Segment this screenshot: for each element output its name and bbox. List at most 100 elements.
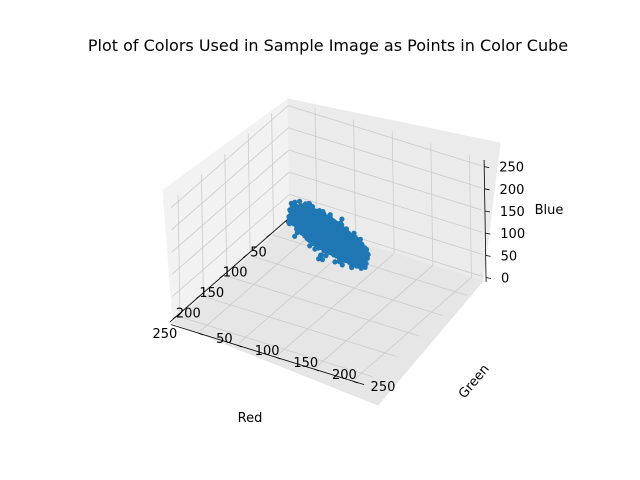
y-tick xyxy=(352,380,358,384)
y-tick xyxy=(313,368,320,372)
data-point xyxy=(353,246,360,252)
data-point xyxy=(292,233,298,239)
x-tick xyxy=(196,295,201,299)
grid-red-left xyxy=(224,154,228,277)
grid-red-left xyxy=(271,113,275,236)
chart-title: Plot of Colors Used in Sample Image as P… xyxy=(88,36,568,55)
data-point xyxy=(332,259,338,265)
grid-green-floor xyxy=(276,253,395,356)
data-point xyxy=(297,221,303,228)
data-point xyxy=(319,245,325,251)
z-tick-label: 150 xyxy=(500,205,525,220)
y-axis-line xyxy=(171,324,365,386)
grid-green-back xyxy=(430,143,434,266)
grid-green-floor xyxy=(199,229,318,332)
data-point xyxy=(349,264,355,271)
data-point xyxy=(339,246,345,252)
data-point xyxy=(286,221,292,227)
z-tick-label: 0 xyxy=(501,272,509,287)
data-point xyxy=(298,211,304,217)
grid-red-left xyxy=(247,133,251,256)
grid-blue-back xyxy=(289,193,483,255)
y-tick-label: 200 xyxy=(332,368,357,383)
x-tick-label: 150 xyxy=(199,286,224,301)
grid-lines xyxy=(170,105,484,380)
data-point xyxy=(303,230,309,236)
y-tick xyxy=(236,344,242,348)
data-point xyxy=(329,245,335,251)
data-point xyxy=(323,253,329,259)
grid-blue-left xyxy=(171,149,290,253)
scatter-points xyxy=(285,198,371,271)
grid-blue-left xyxy=(172,216,291,319)
z-axis-line xyxy=(483,159,487,282)
data-point xyxy=(311,225,317,231)
data-point xyxy=(338,240,344,246)
grid-blue-back xyxy=(289,171,483,233)
z-tick xyxy=(485,277,492,279)
data-point xyxy=(286,214,292,220)
x-tick-label: 50 xyxy=(250,245,267,260)
grid-red-floor xyxy=(203,296,397,357)
data-point xyxy=(351,255,358,261)
data-point xyxy=(307,219,313,225)
data-point xyxy=(318,252,324,258)
grid-red-floor xyxy=(179,316,374,378)
x-tick xyxy=(242,254,248,259)
data-point xyxy=(336,227,342,233)
data-point xyxy=(312,230,318,236)
grid-red-floor xyxy=(273,234,467,296)
grid-green-back xyxy=(391,131,395,254)
data-point xyxy=(321,217,327,224)
grid-blue-back xyxy=(288,149,482,211)
x-tick xyxy=(172,315,178,320)
z-axis-label: Blue xyxy=(535,203,564,218)
data-point xyxy=(327,231,333,237)
data-point xyxy=(359,255,365,261)
data-point xyxy=(305,224,311,230)
data-point xyxy=(297,198,303,204)
grid-blue-left xyxy=(170,105,289,208)
grid-green-floor xyxy=(354,277,472,380)
data-point xyxy=(297,216,303,222)
data-point xyxy=(312,220,318,226)
x-tick-label: 250 xyxy=(153,327,178,342)
grid-red-floor xyxy=(226,275,420,337)
grid-red-floor xyxy=(250,255,444,317)
data-point xyxy=(351,236,357,242)
z-tick xyxy=(484,166,490,169)
data-point xyxy=(319,257,325,263)
x-tick xyxy=(266,234,271,238)
z-tick-label: 250 xyxy=(499,161,524,176)
x-tick xyxy=(219,274,224,279)
z-tick xyxy=(484,188,490,191)
data-point xyxy=(357,250,363,257)
z-tick xyxy=(485,254,491,257)
data-point xyxy=(344,242,350,248)
data-point xyxy=(362,245,368,252)
grid-green-back xyxy=(353,119,357,242)
grid-red-left xyxy=(201,174,204,297)
x-tick-label: 200 xyxy=(176,307,201,322)
y-tick-label: 50 xyxy=(216,332,233,347)
z-tick-label: 200 xyxy=(500,183,525,198)
data-point xyxy=(341,233,347,239)
grid-blue-back xyxy=(288,127,482,189)
grid-red-left xyxy=(177,194,181,317)
grid-blue-left xyxy=(171,171,290,275)
y-tick xyxy=(197,332,204,336)
data-point xyxy=(312,246,318,252)
grid-green-back xyxy=(469,155,472,278)
data-point xyxy=(339,216,345,222)
data-point xyxy=(318,221,324,227)
z-tick xyxy=(484,210,491,213)
data-point xyxy=(321,227,327,233)
z-tick-label: 50 xyxy=(501,249,518,264)
grid-blue-left xyxy=(172,194,290,297)
pane-floor xyxy=(172,220,484,406)
data-point xyxy=(304,235,310,241)
data-point xyxy=(336,258,342,264)
data-point xyxy=(295,205,301,211)
